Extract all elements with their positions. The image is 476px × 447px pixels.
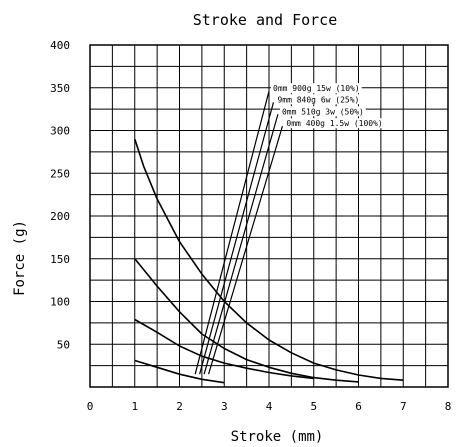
y-tick-labels: 50 100 150 200 250 300 350 400 (50, 39, 70, 351)
y-axis-title: Force (g) (12, 220, 28, 296)
series-line-1 (134, 138, 404, 381)
y-tick-label: 150 (50, 253, 70, 266)
annotation-label-3: 0mm 510g 3w (50%) (282, 107, 364, 116)
annotation-label-bg (284, 118, 385, 129)
y-tick-label: 50 (57, 338, 70, 351)
annotation-leader-4 (208, 126, 284, 375)
y-tick-label: 350 (50, 82, 70, 95)
x-tick-label: 7 (400, 400, 407, 413)
series-group (134, 138, 404, 384)
annotation-leader-3 (203, 114, 279, 375)
series-line-2 (134, 258, 359, 383)
y-tick-label: 300 (50, 125, 70, 138)
x-tick-labels: 0 1 2 3 4 5 6 7 8 (87, 400, 452, 413)
annotation-label-1: 0mm 900g 15w (10%) (273, 84, 360, 93)
series-line-3 (134, 318, 314, 380)
x-tick-label: 8 (445, 400, 452, 413)
x-tick-label: 6 (355, 400, 362, 413)
annotation-label-4: 0mm 400g 1.5w (100%) (286, 119, 382, 128)
x-tick-label: 1 (131, 400, 138, 413)
annotation-label-bg (271, 83, 362, 94)
x-tick-label: 3 (221, 400, 228, 413)
y-tick-label: 400 (50, 39, 70, 52)
y-tick-label: 100 (50, 296, 70, 309)
grid (89, 44, 449, 388)
annotation-label-2: 9mm 840g 6w (25%) (277, 95, 359, 104)
y-tick-label: 200 (50, 210, 70, 223)
series-line-4 (134, 359, 225, 384)
x-axis-title: Stroke (mm) (231, 429, 324, 445)
annotation-labels: 0mm 900g 15w (10%) 9mm 840g 6w (25%) 0mm 5… (271, 83, 385, 129)
chart-title: Stroke and Force (193, 11, 338, 29)
y-tick-label: 250 (50, 167, 70, 180)
annotation-label-bg (279, 106, 366, 117)
x-tick-label: 5 (310, 400, 317, 413)
plot-frame (89, 44, 449, 388)
annotation-leader-1 (194, 91, 270, 375)
annotation-leaders (194, 91, 284, 375)
x-tick-label: 2 (176, 400, 183, 413)
annotation-label-bg (275, 94, 362, 105)
x-tick-label: 0 (87, 400, 94, 413)
x-tick-label: 4 (266, 400, 273, 413)
annotation-leader-2 (199, 102, 275, 375)
